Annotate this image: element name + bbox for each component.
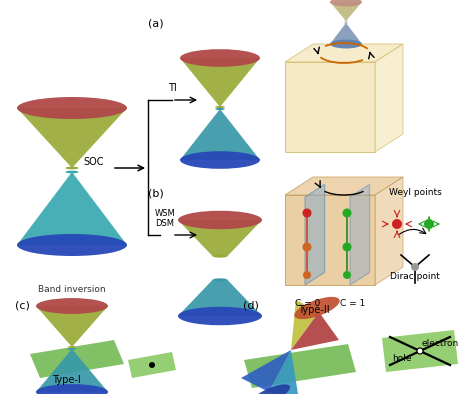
- Circle shape: [424, 219, 434, 229]
- Circle shape: [149, 362, 155, 368]
- Ellipse shape: [36, 298, 108, 314]
- Ellipse shape: [330, 39, 362, 48]
- Polygon shape: [291, 300, 319, 350]
- Ellipse shape: [344, 20, 348, 22]
- Polygon shape: [36, 349, 108, 392]
- Text: Type-I: Type-I: [52, 375, 81, 385]
- Ellipse shape: [212, 255, 228, 258]
- Ellipse shape: [65, 171, 79, 173]
- Ellipse shape: [17, 234, 127, 256]
- Polygon shape: [350, 184, 370, 285]
- Circle shape: [392, 219, 402, 229]
- Ellipse shape: [68, 348, 76, 350]
- Polygon shape: [241, 350, 291, 392]
- Text: (c): (c): [15, 300, 30, 310]
- Polygon shape: [178, 280, 262, 316]
- Ellipse shape: [178, 211, 262, 229]
- Ellipse shape: [65, 167, 79, 169]
- Circle shape: [411, 263, 419, 271]
- Ellipse shape: [17, 97, 127, 119]
- Text: C = 1: C = 1: [340, 299, 365, 308]
- Circle shape: [343, 208, 352, 217]
- Text: Band inversion: Band inversion: [38, 285, 106, 294]
- Ellipse shape: [248, 385, 290, 394]
- Polygon shape: [330, 23, 362, 44]
- Polygon shape: [178, 220, 262, 256]
- Polygon shape: [244, 344, 356, 388]
- Ellipse shape: [294, 297, 340, 319]
- Ellipse shape: [180, 151, 260, 169]
- Polygon shape: [180, 58, 260, 107]
- Circle shape: [417, 348, 423, 354]
- Polygon shape: [330, 2, 362, 21]
- Ellipse shape: [212, 278, 228, 282]
- Text: (b): (b): [148, 188, 164, 198]
- Text: SOC: SOC: [83, 157, 104, 167]
- Circle shape: [302, 242, 311, 251]
- Polygon shape: [269, 350, 299, 394]
- Polygon shape: [180, 109, 260, 160]
- Polygon shape: [128, 352, 176, 378]
- Text: hole: hole: [392, 354, 411, 363]
- Polygon shape: [291, 312, 339, 350]
- Ellipse shape: [178, 307, 262, 325]
- Ellipse shape: [180, 49, 260, 67]
- Ellipse shape: [330, 0, 362, 6]
- Polygon shape: [285, 62, 375, 152]
- Text: Weyl points: Weyl points: [389, 188, 441, 197]
- Polygon shape: [17, 108, 127, 168]
- Text: TI: TI: [168, 83, 177, 93]
- Ellipse shape: [344, 22, 348, 24]
- Polygon shape: [36, 306, 108, 347]
- Circle shape: [303, 271, 311, 279]
- Text: (d): (d): [243, 300, 259, 310]
- Ellipse shape: [215, 106, 225, 108]
- Polygon shape: [305, 184, 325, 285]
- Polygon shape: [285, 177, 403, 195]
- Polygon shape: [382, 330, 458, 372]
- Polygon shape: [375, 44, 403, 152]
- Text: Type-II: Type-II: [298, 305, 329, 315]
- Text: Dirac point: Dirac point: [390, 272, 440, 281]
- Polygon shape: [285, 195, 375, 285]
- Text: WSM
DSM: WSM DSM: [155, 208, 176, 228]
- Ellipse shape: [36, 384, 108, 394]
- Text: electron: electron: [422, 339, 459, 348]
- Circle shape: [302, 208, 311, 217]
- Circle shape: [343, 271, 351, 279]
- Ellipse shape: [68, 346, 76, 348]
- Ellipse shape: [215, 108, 225, 110]
- Text: (a): (a): [148, 18, 164, 28]
- Polygon shape: [17, 172, 127, 245]
- Polygon shape: [285, 44, 403, 62]
- Polygon shape: [30, 340, 124, 378]
- Polygon shape: [375, 177, 403, 285]
- Circle shape: [343, 242, 352, 251]
- Text: C = 0: C = 0: [295, 299, 320, 308]
